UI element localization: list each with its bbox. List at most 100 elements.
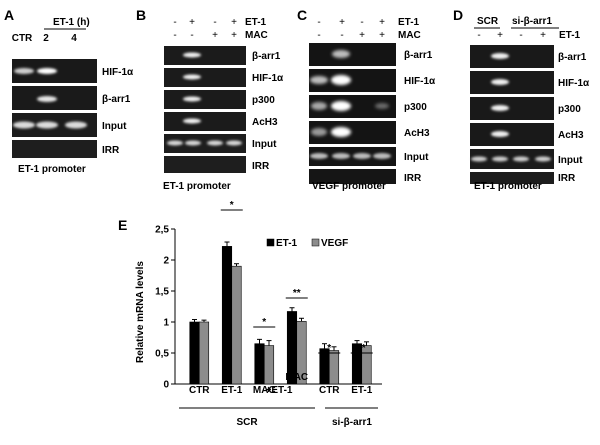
significance-annotations: ***** ** [220, 200, 373, 354]
sign: - [360, 17, 363, 28]
legend-swatch [311, 238, 320, 247]
panel-d-letter: D [453, 7, 463, 23]
blot-strip [309, 69, 396, 92]
panel-b-row-label: AcH3 [252, 117, 278, 128]
blot-band [471, 156, 487, 162]
blot-band [183, 96, 201, 102]
blot-band [14, 68, 34, 74]
panel-d: D SCR si-β-arr1 - + - + ET-1 β-arr1 HIF-… [453, 7, 590, 192]
sign: - [190, 30, 193, 41]
blot-band [513, 156, 529, 162]
sign: + [379, 17, 385, 28]
blot-strip [309, 147, 396, 166]
panel-d-treatment-label: ET-1 [559, 30, 581, 41]
panel-c-row-label: IRR [404, 173, 422, 184]
blot-band [13, 121, 35, 129]
panel-a-col-label: 2 [43, 33, 49, 44]
panel-d-row-label: IRR [558, 173, 576, 184]
panel-e: E Relative mRNA levels 0 0,5 1 1,5 2 2,5 CTR E… [118, 200, 382, 428]
x-category-label: MAC [253, 385, 276, 396]
significance-label: * [327, 343, 331, 354]
blot-strip [470, 172, 554, 184]
panel-d-caption: ET-1 promoter [474, 181, 542, 192]
significance-label: ** [358, 343, 366, 354]
blot-band [311, 102, 327, 110]
blot-band [375, 103, 389, 109]
blot-strip [164, 112, 246, 131]
panel-c-row-label: p300 [404, 102, 427, 113]
sign: - [477, 30, 480, 41]
blot-band [37, 68, 57, 74]
panel-c-letter: C [297, 7, 307, 23]
blot-strip [164, 46, 246, 65]
panel-a-row-label: β-arr1 [102, 94, 131, 105]
y-axis-label: Relative mRNA levels [135, 261, 146, 363]
panel-a-header-group: ET-1 (h) [53, 17, 90, 28]
panel-d-row-label: Input [558, 155, 583, 166]
panel-c-row-label: HIF-1α [404, 76, 436, 87]
blot-band [65, 121, 87, 129]
sign: + [540, 30, 546, 41]
x-category-label: CTR [189, 385, 210, 396]
sign: + [339, 17, 345, 28]
panel-a-col-label: CTR [12, 33, 33, 44]
panel-a-letter: A [4, 7, 14, 23]
group-label-scr: SCR [236, 417, 258, 428]
sign: - [317, 30, 320, 41]
blot-band [353, 153, 371, 159]
group-label-si-arr1: si-β-arr1 [332, 417, 372, 428]
panel-b: B - + - + ET-1 - - + + MAC β-arr1 HIF-1α… [136, 7, 284, 192]
blot-strip [470, 71, 554, 94]
blot-band [332, 153, 350, 159]
panel-b-row-label: HIF-1α [252, 73, 284, 84]
blot-strip [470, 149, 554, 169]
panel-a-caption: ET-1 promoter [18, 164, 86, 175]
panel-e-letter: E [118, 217, 127, 233]
significance-label: ** [293, 288, 301, 299]
panel-a: A ET-1 (h) CTR 2 4 HIF-1α β-arr1 Input I… [4, 7, 134, 175]
panel-a-row-label: Input [102, 121, 127, 132]
blot-strip [470, 45, 554, 68]
blot-strip [309, 43, 396, 66]
panel-d-group-label: si-β-arr1 [512, 16, 552, 27]
blot-band [491, 79, 509, 85]
bar [189, 321, 200, 385]
sign: - [173, 30, 176, 41]
panel-b-row-label: Input [252, 139, 277, 150]
panel-b-row-label: p300 [252, 95, 275, 106]
blot-strip [470, 123, 554, 146]
panel-b-treatment-label: MAC [245, 30, 268, 41]
blot-strip [309, 121, 396, 144]
x-category-label: CTR [319, 385, 340, 396]
blot-strip [470, 97, 554, 120]
panel-d-row-label: β-arr1 [558, 52, 587, 63]
blot-band [331, 101, 351, 111]
blot-band [207, 140, 223, 146]
panel-d-group-label: SCR [477, 16, 499, 27]
blot-band [491, 131, 509, 137]
panel-b-caption: ET-1 promoter [163, 181, 231, 192]
sign: - [173, 17, 176, 28]
x-category-label: ET-1 [221, 385, 243, 396]
panel-c-row-label: β-arr1 [404, 50, 433, 61]
blot-band [310, 153, 328, 159]
blot-strip [164, 90, 246, 109]
panel-d-row-label: AcH3 [558, 130, 584, 141]
panel-d-row-label: HIF-1α [558, 78, 590, 89]
sign: + [189, 17, 195, 28]
panel-b-treatment-label: ET-1 [245, 17, 267, 28]
x-category-label: MAC [285, 372, 308, 383]
significance-label: * [230, 200, 234, 211]
panel-c-row-label: AcH3 [404, 128, 430, 139]
blot-band [311, 128, 327, 136]
blot-band [492, 156, 508, 162]
blot-band [37, 96, 57, 102]
panel-a-col-label: 4 [71, 33, 77, 44]
blot-band [331, 127, 351, 137]
legend-label: VEGF [321, 238, 348, 249]
blot-band [373, 153, 391, 159]
sign: - [519, 30, 522, 41]
bar [221, 246, 233, 385]
sign: - [340, 30, 343, 41]
chart-legend: ET-1 VEGF [266, 238, 348, 249]
